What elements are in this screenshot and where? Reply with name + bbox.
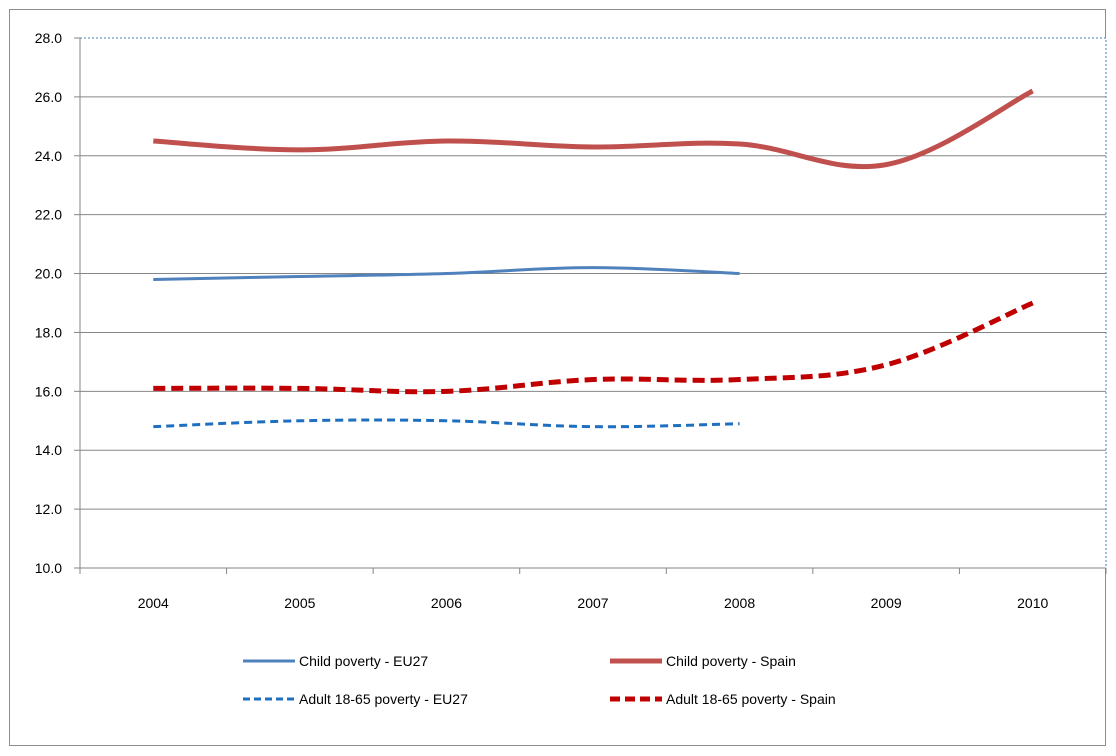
series-line-3 xyxy=(153,418,740,429)
series-line-4 xyxy=(153,300,1034,395)
legend-label: Child poverty - EU27 xyxy=(299,653,428,669)
y-tick-label: 10.0 xyxy=(35,560,62,576)
series-line-2 xyxy=(153,88,1034,170)
x-tick-label: 2004 xyxy=(138,595,169,611)
legend: Child poverty - EU27 Child poverty - Spai… xyxy=(243,653,836,707)
x-tick-label: 2005 xyxy=(284,595,315,611)
axes xyxy=(79,38,1107,574)
legend-label: Adult 18-65 poverty - EU27 xyxy=(299,691,468,707)
x-tick-label: 2007 xyxy=(577,595,608,611)
y-tick-label: 20.0 xyxy=(35,266,62,282)
y-tick-label: 26.0 xyxy=(35,89,62,105)
x-tick-label: 2010 xyxy=(1017,595,1048,611)
y-tick-label: 22.0 xyxy=(35,207,62,223)
series-lines xyxy=(153,88,1034,429)
plot-area xyxy=(74,37,1107,574)
y-tick-label: 18.0 xyxy=(35,324,62,340)
y-tick-label: 14.0 xyxy=(35,442,62,458)
legend-label: Adult 18-65 poverty - Spain xyxy=(666,691,836,707)
x-tick-label: 2006 xyxy=(431,595,462,611)
x-tick-label: 2008 xyxy=(724,595,755,611)
plot-background xyxy=(80,38,1106,568)
y-tick-label: 12.0 xyxy=(35,501,62,517)
y-tick-labels: 10.0 12.0 14.0 16.0 18.0 20.0 22.0 24.0 26.0 28.0 xyxy=(35,30,62,576)
series-line-1 xyxy=(153,266,740,281)
x-tick-labels: 2004 2005 2006 2007 2008 2009 2010 xyxy=(138,595,1049,611)
legend-label: Child poverty - Spain xyxy=(666,653,796,669)
y-tick-label: 16.0 xyxy=(35,383,62,399)
x-tick-label: 2009 xyxy=(871,595,902,611)
y-tick-label: 28.0 xyxy=(35,30,62,46)
gridlines xyxy=(74,37,1106,569)
y-tick-label: 24.0 xyxy=(35,148,62,164)
